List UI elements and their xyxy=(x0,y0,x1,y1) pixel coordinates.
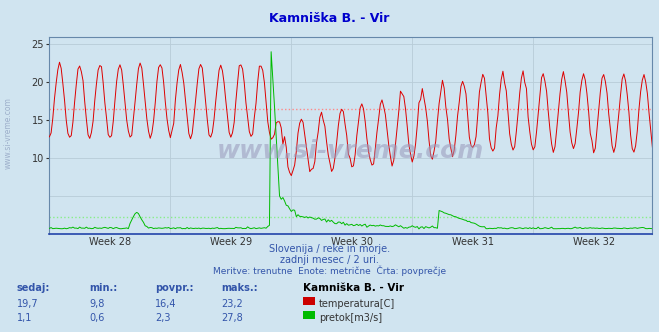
Text: temperatura[C]: temperatura[C] xyxy=(319,299,395,309)
Text: 9,8: 9,8 xyxy=(89,299,104,309)
Text: 27,8: 27,8 xyxy=(221,313,243,323)
Text: 16,4: 16,4 xyxy=(155,299,177,309)
Text: 1,1: 1,1 xyxy=(16,313,32,323)
Text: min.:: min.: xyxy=(89,283,117,293)
Text: povpr.:: povpr.: xyxy=(155,283,193,293)
Text: pretok[m3/s]: pretok[m3/s] xyxy=(319,313,382,323)
Text: sedaj:: sedaj: xyxy=(16,283,50,293)
Text: Slovenija / reke in morje.: Slovenija / reke in morje. xyxy=(269,244,390,254)
Text: Meritve: trenutne  Enote: metrične  Črta: povprečje: Meritve: trenutne Enote: metrične Črta: … xyxy=(213,266,446,276)
Text: zadnji mesec / 2 uri.: zadnji mesec / 2 uri. xyxy=(280,255,379,265)
Text: 0,6: 0,6 xyxy=(89,313,104,323)
Text: 19,7: 19,7 xyxy=(16,299,38,309)
Text: www.si-vreme.com: www.si-vreme.com xyxy=(3,97,13,169)
Text: 2,3: 2,3 xyxy=(155,313,171,323)
Text: maks.:: maks.: xyxy=(221,283,258,293)
Text: 23,2: 23,2 xyxy=(221,299,243,309)
Text: Kamniška B. - Vir: Kamniška B. - Vir xyxy=(270,12,389,25)
Text: Kamniška B. - Vir: Kamniška B. - Vir xyxy=(303,283,404,293)
Text: www.si-vreme.com: www.si-vreme.com xyxy=(217,139,484,163)
